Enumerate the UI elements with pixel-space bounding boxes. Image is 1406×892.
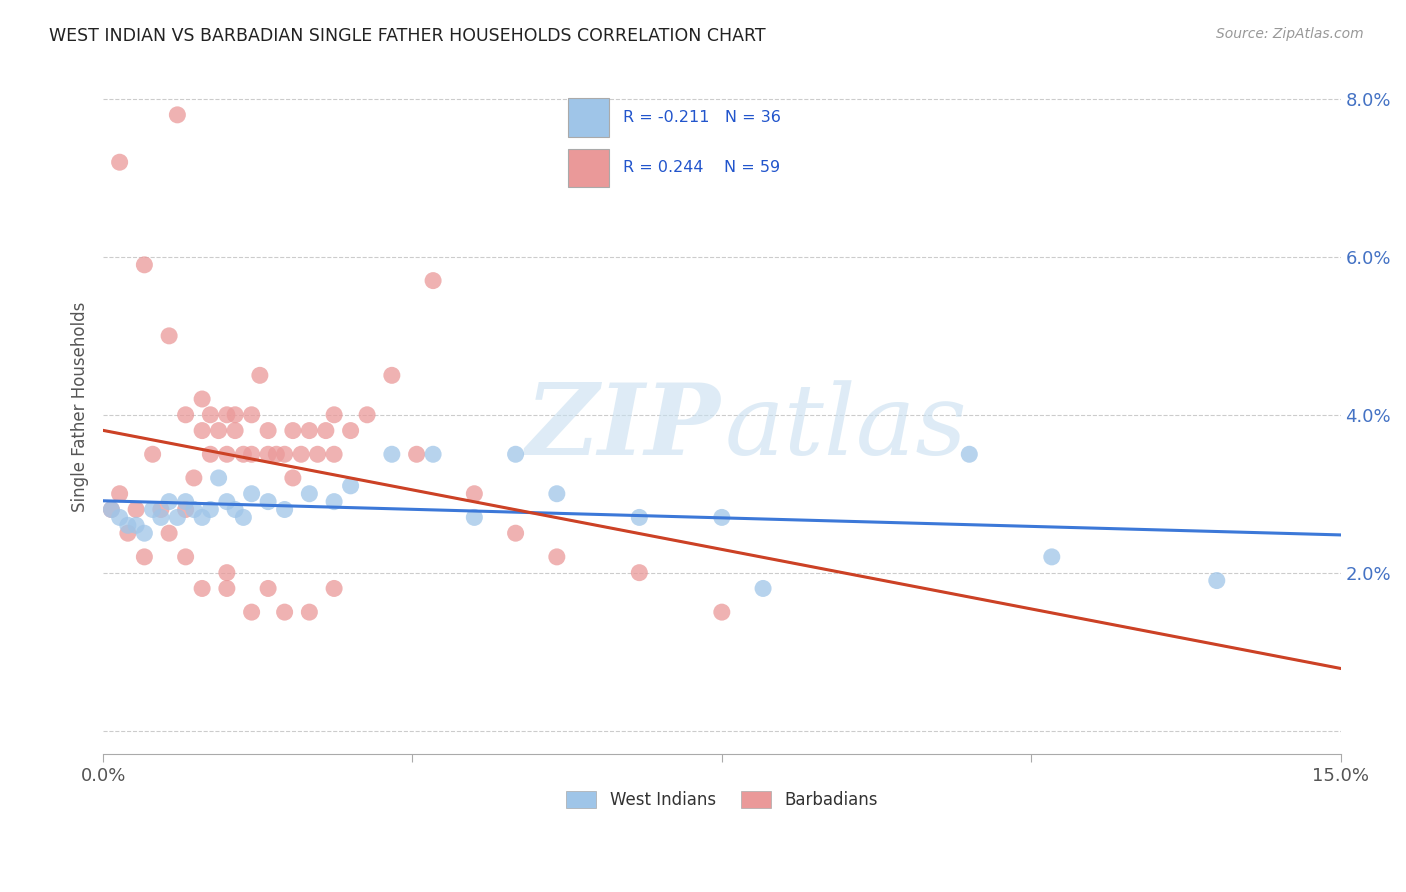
Point (117, 518, 139, 533)
Point (200, 502, 222, 516)
Point (356, 408, 378, 422)
Point (1205, 574, 1227, 588)
Point (323, 494, 346, 508)
Point (249, 368, 271, 383)
Point (157, 329, 180, 343)
Point (183, 471, 205, 485)
Point (281, 471, 304, 485)
Point (257, 447, 280, 461)
Point (174, 408, 197, 422)
Point (315, 424, 337, 438)
Point (142, 447, 165, 461)
Point (323, 408, 346, 422)
Point (224, 424, 246, 438)
Point (108, 155, 131, 169)
Point (1040, 549, 1063, 564)
Point (149, 502, 172, 516)
Point (266, 447, 288, 461)
Point (149, 510, 172, 524)
Text: Source: ZipAtlas.com: Source: ZipAtlas.com (1216, 27, 1364, 41)
Point (323, 582, 346, 596)
Point (546, 549, 568, 564)
Point (207, 471, 229, 485)
Point (134, 549, 156, 564)
Point (323, 447, 346, 461)
Point (100, 502, 122, 516)
Point (957, 447, 980, 461)
Point (273, 447, 295, 461)
Point (174, 494, 197, 508)
Point (273, 502, 295, 516)
Text: ZIP: ZIP (526, 379, 720, 476)
Point (108, 510, 131, 524)
Point (628, 510, 651, 524)
Point (381, 447, 404, 461)
Point (298, 424, 321, 438)
Point (200, 408, 222, 422)
Point (710, 510, 733, 524)
Y-axis label: Single Father Households: Single Father Households (72, 301, 89, 512)
Point (240, 447, 263, 461)
Point (117, 526, 139, 541)
Point (281, 424, 304, 438)
Point (125, 518, 148, 533)
Point (200, 447, 222, 461)
Point (174, 502, 197, 516)
Point (422, 447, 444, 461)
Point (290, 447, 312, 461)
Point (232, 510, 254, 524)
Point (505, 526, 527, 541)
Point (381, 368, 404, 383)
Point (157, 494, 180, 508)
Point (240, 408, 263, 422)
Point (134, 526, 156, 541)
Point (307, 447, 329, 461)
Point (339, 424, 361, 438)
Point (166, 510, 188, 524)
Text: WEST INDIAN VS BARBADIAN SINGLE FATHER HOUSEHOLDS CORRELATION CHART: WEST INDIAN VS BARBADIAN SINGLE FATHER H… (49, 27, 766, 45)
Point (257, 424, 280, 438)
Point (463, 510, 485, 524)
Point (215, 408, 238, 422)
Point (232, 447, 254, 461)
Point (224, 408, 246, 422)
Point (157, 526, 180, 541)
Point (215, 494, 238, 508)
Point (142, 502, 165, 516)
Point (752, 582, 775, 596)
Point (215, 582, 238, 596)
Point (240, 487, 263, 501)
Point (257, 582, 280, 596)
Point (215, 566, 238, 580)
Point (710, 605, 733, 619)
Point (273, 605, 295, 619)
Point (125, 502, 148, 516)
Point (108, 487, 131, 501)
Point (298, 487, 321, 501)
Point (191, 424, 214, 438)
Point (215, 447, 238, 461)
Point (191, 392, 214, 406)
Point (183, 502, 205, 516)
Point (546, 487, 568, 501)
Text: atlas: atlas (724, 380, 967, 475)
Point (100, 502, 122, 516)
Point (628, 566, 651, 580)
Point (224, 502, 246, 516)
Point (505, 447, 527, 461)
Point (422, 274, 444, 288)
Point (191, 510, 214, 524)
Point (174, 549, 197, 564)
Point (298, 605, 321, 619)
Point (257, 494, 280, 508)
Point (191, 582, 214, 596)
Point (405, 447, 427, 461)
Point (463, 487, 485, 501)
Point (207, 424, 229, 438)
Legend: West Indians, Barbadians: West Indians, Barbadians (560, 784, 884, 815)
Point (134, 258, 156, 272)
Point (240, 605, 263, 619)
Point (339, 479, 361, 493)
Point (166, 108, 188, 122)
